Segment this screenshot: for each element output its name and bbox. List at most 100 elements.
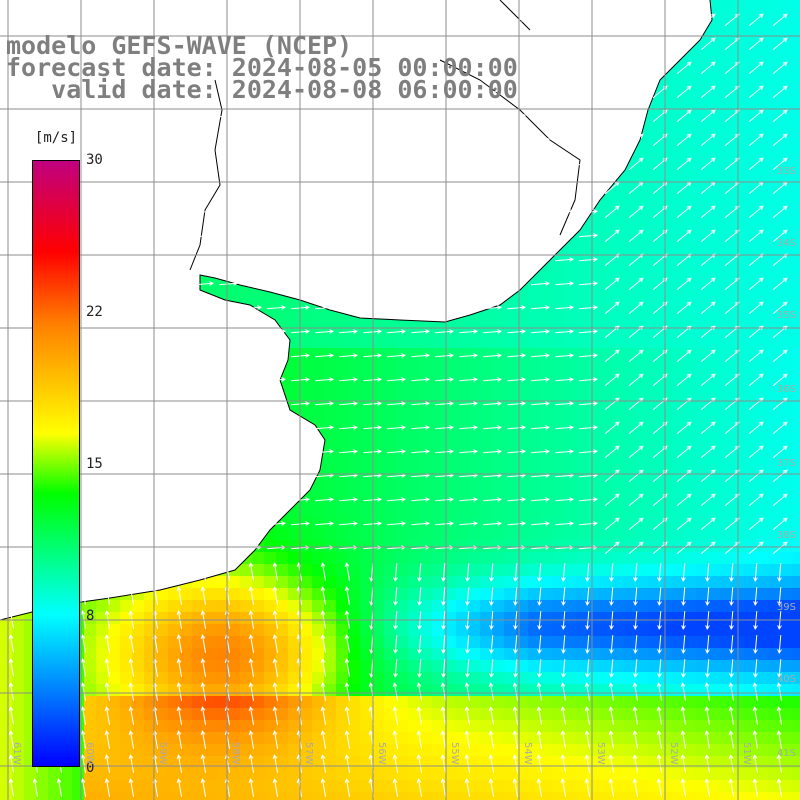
wind-cell xyxy=(0,768,12,780)
wind-cell xyxy=(528,648,540,660)
wind-cell xyxy=(432,444,444,456)
wind-cell xyxy=(408,756,420,768)
wind-cell xyxy=(240,708,252,720)
wind-cell xyxy=(576,444,588,456)
wind-cell xyxy=(324,708,336,720)
wind-arrow xyxy=(458,41,479,46)
wind-cell xyxy=(708,792,720,800)
land-mask xyxy=(0,0,712,620)
wind-cell xyxy=(636,756,648,768)
wind-cell xyxy=(276,684,288,696)
wind-cell xyxy=(624,624,636,636)
wind-cell xyxy=(780,660,792,672)
wind-cell xyxy=(132,636,144,648)
wind-cell xyxy=(636,636,648,648)
wind-cell xyxy=(228,636,240,648)
wind-cell xyxy=(312,720,324,732)
wind-cell xyxy=(324,684,336,696)
wind-cell xyxy=(768,540,780,552)
wind-cell xyxy=(660,576,672,588)
wind-cell xyxy=(324,648,336,660)
wind-cell xyxy=(672,192,684,204)
wind-cell xyxy=(348,528,360,540)
wind-cell xyxy=(492,648,504,660)
wind-cell xyxy=(660,564,672,576)
wind-cell xyxy=(252,600,264,612)
wind-cell xyxy=(156,708,168,720)
wind-cell xyxy=(156,768,168,780)
wind-cell xyxy=(372,636,384,648)
wind-cell xyxy=(324,624,336,636)
wind-cell xyxy=(660,684,672,696)
wind-cell xyxy=(204,636,216,648)
wind-cell xyxy=(624,708,636,720)
wind-cell xyxy=(444,360,456,372)
wind-cell xyxy=(720,576,732,588)
wind-cell xyxy=(792,552,800,564)
wind-cell xyxy=(348,648,360,660)
wind-cell xyxy=(336,720,348,732)
wind-cell xyxy=(756,636,768,648)
wind-cell xyxy=(672,384,684,396)
wind-cell xyxy=(120,756,132,768)
wind-cell xyxy=(696,528,708,540)
wind-cell xyxy=(624,456,636,468)
wind-cell xyxy=(600,204,612,216)
wind-cell xyxy=(552,660,564,672)
wind-cell xyxy=(672,780,684,792)
wind-cell xyxy=(216,720,228,732)
wind-arrow xyxy=(122,41,143,46)
wind-cell xyxy=(108,684,120,696)
wind-cell xyxy=(696,360,708,372)
wind-arrow xyxy=(170,89,191,94)
wind-cell xyxy=(552,612,564,624)
wind-cell xyxy=(564,660,576,672)
wind-cell xyxy=(300,312,312,324)
wind-cell xyxy=(348,456,360,468)
wind-cell xyxy=(132,612,144,624)
wind-cell xyxy=(396,720,408,732)
wind-cell xyxy=(480,324,492,336)
wind-cell xyxy=(564,708,576,720)
wind-cell xyxy=(768,516,780,528)
wind-cell xyxy=(432,744,444,756)
wind-cell xyxy=(192,624,204,636)
wind-cell xyxy=(228,612,240,624)
wind-cell xyxy=(444,600,456,612)
wind-cell xyxy=(756,528,768,540)
wind-cell xyxy=(156,780,168,792)
wind-cell xyxy=(684,708,696,720)
wind-cell xyxy=(768,612,780,624)
wind-cell xyxy=(552,792,564,800)
wind-cell xyxy=(168,768,180,780)
wind-cell xyxy=(744,696,756,708)
wind-cell xyxy=(420,696,432,708)
wind-cell xyxy=(252,792,264,800)
wind-cell xyxy=(468,612,480,624)
wind-cell xyxy=(204,720,216,732)
wind-cell xyxy=(516,432,528,444)
wind-cell xyxy=(696,552,708,564)
wind-cell xyxy=(696,768,708,780)
wind-cell xyxy=(696,288,708,300)
wind-cell xyxy=(468,384,480,396)
wind-cell xyxy=(636,576,648,588)
wind-arrow xyxy=(530,17,551,22)
wind-cell xyxy=(660,660,672,672)
wind-cell xyxy=(540,480,552,492)
wind-cell xyxy=(396,576,408,588)
wind-cell xyxy=(552,504,564,516)
wind-cell xyxy=(492,756,504,768)
wind-cell xyxy=(696,672,708,684)
wind-cell xyxy=(552,372,564,384)
wind-cell xyxy=(624,408,636,420)
wind-cell xyxy=(276,576,288,588)
wind-cell xyxy=(348,744,360,756)
wind-cell xyxy=(288,396,300,408)
wind-cell xyxy=(384,396,396,408)
wind-cell xyxy=(708,432,720,444)
wind-cell xyxy=(396,360,408,372)
wind-cell xyxy=(660,120,672,132)
wind-arrow xyxy=(604,13,620,27)
wind-cell xyxy=(516,780,528,792)
